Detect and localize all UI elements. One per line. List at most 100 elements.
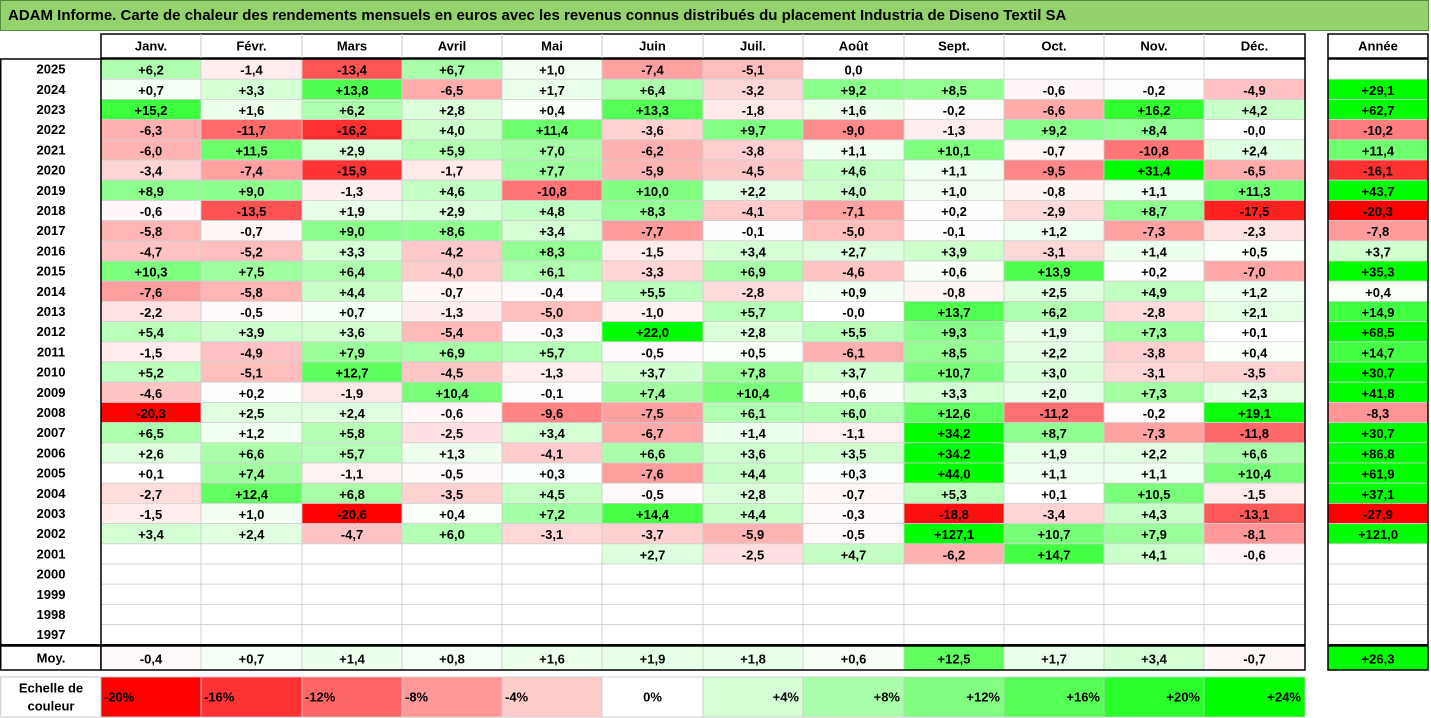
cell-value: -5,1 — [742, 63, 764, 78]
annual-value: +29,1 — [1362, 83, 1395, 98]
cell-value: +9,0 — [239, 184, 265, 199]
cell-value: +2,5 — [1041, 285, 1067, 300]
row-year-label: 1999 — [37, 587, 66, 602]
cell-value: -0,7 — [842, 487, 864, 502]
cell-value: +2,6 — [138, 446, 164, 461]
cell-value: +0,3 — [841, 467, 867, 482]
cell-value: +1,2 — [239, 426, 265, 441]
cell-value: +0,9 — [841, 285, 867, 300]
cell-value: +16,2 — [1138, 103, 1171, 118]
cell-value: -4,1 — [742, 204, 764, 219]
cell-value: +2,9 — [439, 204, 465, 219]
cell-value: +1,9 — [1041, 325, 1067, 340]
scale-swatch — [301, 676, 403, 718]
cell-value: -0,2 — [1143, 406, 1165, 421]
cell-value: +3,6 — [740, 446, 766, 461]
heatmap-cell — [903, 624, 1005, 646]
cell-value: -1,4 — [240, 63, 263, 78]
cell-value: +6,1 — [740, 406, 766, 421]
heatmap-cell — [802, 624, 905, 646]
heatmap-cell — [501, 604, 603, 626]
cell-value: +34,2 — [938, 426, 971, 441]
cell-value: +2,2 — [1041, 345, 1067, 360]
cell-value: +2,4 — [339, 406, 365, 421]
row-year-label: 2022 — [37, 122, 66, 137]
cell-value: +2,8 — [439, 103, 465, 118]
heatmap-cell — [1203, 624, 1306, 646]
heatmap-cell — [100, 604, 202, 626]
cell-value: +3,4 — [539, 224, 565, 239]
cell-value: -0,7 — [240, 224, 262, 239]
cell-value: +3,3 — [339, 244, 365, 259]
scale-step-label: -16% — [204, 690, 235, 705]
cell-value: +5,3 — [941, 487, 967, 502]
cell-value: +6,1 — [539, 265, 565, 280]
row-year-label: 2008 — [37, 405, 66, 420]
cell-value: -1,5 — [641, 244, 663, 259]
heatmap-cell — [601, 624, 704, 646]
cell-value: +1,4 — [1141, 244, 1167, 259]
cell-value: -3,2 — [742, 83, 764, 98]
month-header: Avril — [438, 39, 466, 54]
cell-value: +0,2 — [941, 204, 967, 219]
cell-value: +1,1 — [1141, 184, 1167, 199]
cell-value: +1,1 — [1141, 467, 1167, 482]
cell-value: -0,5 — [641, 487, 663, 502]
heatmap-cell — [1003, 604, 1105, 626]
cell-value: +8,5 — [941, 345, 967, 360]
cell-value: +1,0 — [239, 507, 265, 522]
scale-step-label: +16% — [1066, 690, 1100, 705]
cell-value: -0,8 — [943, 285, 965, 300]
cell-value: +9,2 — [841, 83, 867, 98]
cell-value: +5,7 — [539, 345, 565, 360]
average-cell — [401, 645, 503, 671]
average-value: +0,6 — [841, 652, 867, 667]
average-value: +1,4 — [339, 652, 365, 667]
cell-value: -3,3 — [641, 265, 663, 280]
cell-value: +13,9 — [1038, 265, 1071, 280]
cell-value: +31,4 — [1138, 164, 1172, 179]
heatmap-cell — [100, 543, 202, 565]
scale-swatch — [702, 676, 804, 718]
cell-value: +11,4 — [536, 123, 569, 138]
heatmap-cell — [1003, 624, 1105, 646]
cell-value: -6,2 — [641, 143, 663, 158]
cell-value: +4,4 — [740, 507, 766, 522]
cell-value: -1,3 — [943, 123, 965, 138]
annual-cell — [1327, 543, 1429, 565]
cell-value: +127,1 — [934, 527, 974, 542]
scale-step-label: +24% — [1267, 690, 1301, 705]
heatmap-cell — [401, 563, 503, 585]
cell-value: -4,2 — [441, 244, 463, 259]
heatmap-cell — [301, 624, 403, 646]
heatmap-cell — [1103, 563, 1205, 585]
row-year-label: 2024 — [37, 82, 67, 97]
cell-value: +19,1 — [1238, 406, 1271, 421]
row-year-label: 1997 — [37, 627, 66, 642]
cell-value: +3,4 — [138, 527, 164, 542]
cell-value: -1,1 — [842, 426, 864, 441]
row-year-label: 2017 — [37, 223, 66, 238]
heatmap-cell — [1203, 583, 1306, 605]
cell-value: -0,3 — [842, 507, 864, 522]
cell-value: +5,7 — [339, 446, 365, 461]
cell-value: +2,8 — [740, 487, 766, 502]
row-year-label: 2021 — [37, 142, 66, 157]
cell-value: -11,7 — [237, 123, 266, 138]
cell-value: -0,1 — [541, 386, 563, 401]
month-header: Août — [839, 39, 869, 54]
heatmap-cell — [100, 563, 202, 585]
cell-value: -3,8 — [742, 143, 764, 158]
scale-swatch — [802, 676, 905, 718]
cell-value: +7,5 — [239, 265, 265, 280]
row-year-label: 2002 — [37, 526, 66, 541]
cell-value: +13,8 — [336, 83, 369, 98]
scale-step-label: +20% — [1166, 690, 1200, 705]
cell-value: -3,1 — [1043, 244, 1065, 259]
cell-value: -2,9 — [1043, 204, 1065, 219]
month-header: Oct. — [1041, 39, 1066, 54]
cell-value: +3,7 — [640, 366, 666, 381]
cell-value: -4,6 — [140, 386, 162, 401]
page-title: ADAM Informe. Carte de chaleur des rende… — [0, 0, 1429, 31]
cell-value: +6,4 — [640, 83, 666, 98]
